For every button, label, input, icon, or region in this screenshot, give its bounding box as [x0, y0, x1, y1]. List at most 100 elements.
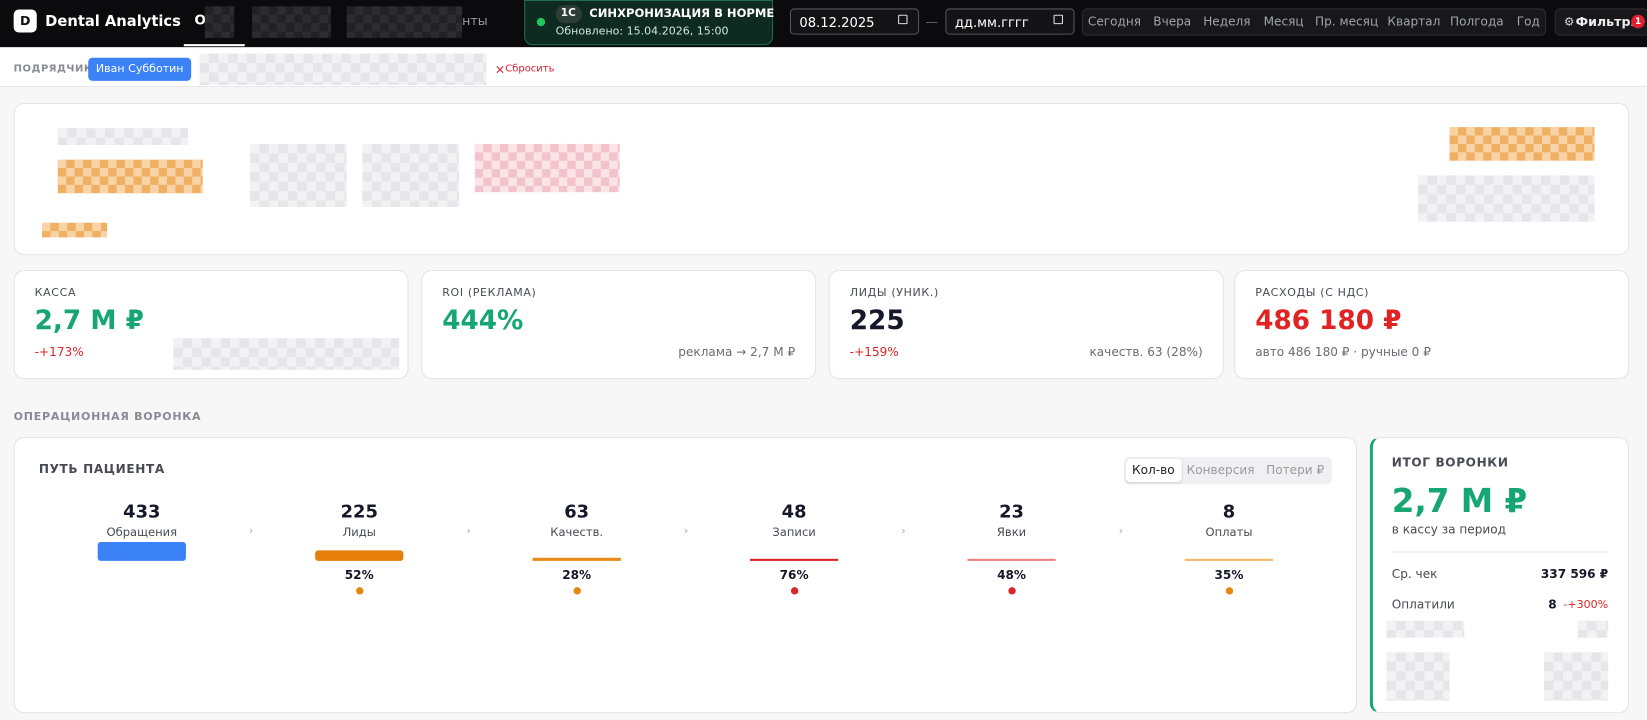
filter-chip-text[interactable]: Иван Субботин	[95, 62, 184, 76]
brand: Dental Analytics	[45, 13, 181, 31]
sync-dot	[536, 17, 546, 27]
kpi-value: 2,7 М ₽	[34, 304, 144, 336]
redacted-area	[173, 338, 400, 370]
funnel-title: ПУТЬ ПАЦИЕНТА	[38, 461, 165, 476]
filters-badge	[1631, 14, 1645, 29]
filters-count: 1	[1634, 16, 1642, 28]
kpi-card	[1234, 269, 1630, 380]
funnel-tab[interactable]: Потери ₽	[1266, 462, 1325, 477]
redacted-area	[199, 53, 487, 86]
funnel-tab[interactable]: Кол-во	[1132, 462, 1175, 477]
stage-count: 48	[781, 501, 807, 523]
stage-count: 63	[564, 501, 590, 523]
period-button[interactable]: Неделя	[1203, 13, 1251, 29]
period-button[interactable]: Вчера	[1153, 13, 1192, 29]
date-value[interactable]: дд.мм.гггг	[954, 14, 1029, 30]
kpi-value: 444%	[442, 304, 524, 336]
kpi-note: реклама → 2,7 М ₽	[678, 344, 796, 360]
stage-bar	[97, 542, 186, 561]
filter-label: ПОДРЯДЧИК:	[13, 63, 98, 75]
nav-tab[interactable]: нты	[462, 13, 488, 29]
kpi-note: авто 486 180 ₽ · ручные 0 ₽	[1255, 344, 1431, 360]
summary-divider	[1391, 551, 1609, 553]
calendar-icon	[1053, 14, 1064, 25]
stage-bar	[532, 557, 621, 561]
stage-dot	[1008, 587, 1016, 595]
period-button[interactable]: Квартал	[1387, 13, 1441, 29]
stage-conversion: 52%	[344, 567, 374, 583]
period-button[interactable]: Месяц	[1263, 13, 1304, 29]
redacted-area	[204, 6, 235, 38]
summary-row-label: Ср. чек	[1391, 566, 1438, 581]
stage-conversion: 28%	[562, 567, 592, 583]
stage-label: Лиды	[342, 525, 376, 540]
period-button[interactable]: Год	[1516, 13, 1540, 29]
kpi-value: 225	[849, 304, 905, 336]
kpi-label: РАСХОДЫ (С НДС)	[1255, 286, 1370, 300]
nav-tab[interactable]: О	[194, 12, 206, 29]
stage-bar	[749, 558, 839, 561]
logo: D	[19, 13, 31, 29]
stage-label: Обращения	[106, 525, 178, 540]
kpi-label: ROI (РЕКЛАМА)	[442, 286, 537, 300]
stage-label: Оплаты	[1205, 525, 1253, 540]
stage-dot	[1225, 587, 1234, 595]
nav-underline	[183, 44, 245, 47]
redacted-area	[1449, 127, 1595, 161]
filters-label: Фильтры	[1575, 14, 1642, 30]
sync-badge	[555, 5, 582, 24]
period-button[interactable]: Полгода	[1450, 13, 1504, 29]
date-input[interactable]	[945, 8, 1075, 35]
summary-row-label: Оплатили	[1391, 596, 1455, 612]
sync-badge-text: 1С	[560, 7, 576, 19]
redacted-area	[1577, 620, 1609, 638]
calendar-icon	[898, 14, 908, 25]
redacted-area	[57, 159, 203, 194]
stage-label: Записи	[772, 525, 816, 540]
stage-count: 225	[340, 501, 378, 523]
kpi-value: 486 180 ₽	[1255, 304, 1402, 336]
stage-count: 8	[1222, 501, 1236, 523]
stage-bar	[1184, 558, 1274, 561]
redacted-area	[1418, 175, 1595, 222]
funnel-tab-active	[1126, 459, 1182, 483]
reset-link[interactable]: Сбросить	[505, 63, 555, 75]
redacted-area	[362, 143, 460, 207]
period-button[interactable]: Сегодня	[1087, 13, 1142, 29]
stage-label: Явки	[996, 525, 1027, 540]
date-value[interactable]: 08.12.2025	[799, 14, 875, 30]
redacted-area	[57, 128, 189, 145]
funnel-tab[interactable]: Конверсия	[1186, 462, 1255, 477]
filter-chip[interactable]	[88, 57, 192, 81]
stage-conversion: 76%	[779, 567, 809, 583]
logo-box	[13, 9, 37, 33]
summary-row-value: 337 596 ₽	[1540, 566, 1609, 581]
stage-count: 433	[123, 501, 161, 523]
reset-icon[interactable]: ×	[494, 61, 506, 77]
period-button[interactable]: Пр. месяц	[1315, 13, 1379, 29]
redacted-area	[1386, 620, 1465, 638]
stage-dot	[573, 587, 581, 595]
kpi-label: КАССА	[34, 286, 77, 300]
summary-row-delta: -+300%	[1563, 598, 1609, 612]
stage-conversion: 48%	[997, 567, 1026, 583]
stage-bar	[315, 550, 404, 561]
stage-count: 23	[999, 501, 1024, 523]
date-input[interactable]	[789, 8, 920, 35]
summary-caption: в кассу за период	[1391, 522, 1506, 537]
redacted-area	[252, 6, 331, 38]
kpi-delta: -+159%	[849, 344, 899, 360]
kpi-card	[828, 269, 1224, 380]
stage-conversion: 35%	[1214, 567, 1244, 583]
date-separator: —	[925, 14, 939, 30]
kpi-note: качеств. 63 (28%)	[1089, 344, 1203, 360]
summary-value: 2,7 М ₽	[1391, 482, 1528, 521]
kpi-card	[421, 269, 817, 380]
kpi-label: ЛИДЫ (УНИК.)	[849, 286, 939, 300]
kpi-delta: -+173%	[34, 344, 84, 360]
stage-dot	[790, 587, 799, 595]
redacted-area	[249, 143, 347, 207]
section-title: ОПЕРАЦИОННАЯ ВОРОНКА	[13, 410, 202, 423]
redacted-area	[42, 222, 108, 238]
